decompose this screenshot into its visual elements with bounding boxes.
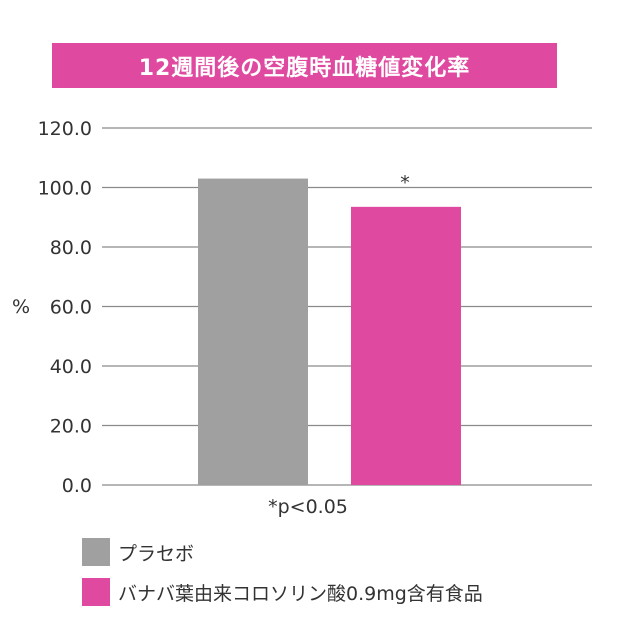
legend-item-placebo: プラセボ bbox=[82, 533, 483, 571]
y-tick-label: 0.0 bbox=[62, 475, 92, 497]
p-value-footnote: *p<0.05 bbox=[268, 496, 348, 518]
significance-marker: * bbox=[400, 172, 410, 194]
legend-swatch-placebo bbox=[82, 538, 110, 566]
y-tick-label: 100.0 bbox=[38, 178, 92, 200]
y-tick-label: 60.0 bbox=[50, 297, 92, 319]
chart-title-banner: 12週間後の空腹時血糖値変化率 bbox=[52, 43, 557, 88]
legend-item-corosolic-acid: バナバ葉由来コロソリン酸0.9mg含有食品 bbox=[82, 573, 483, 611]
chart-title: 12週間後の空腹時血糖値変化率 bbox=[138, 55, 471, 81]
bar-placebo bbox=[198, 178, 308, 485]
bar-corosolic-acid bbox=[351, 206, 461, 485]
grid-lines bbox=[102, 127, 592, 486]
bars bbox=[198, 178, 461, 485]
y-tick-label: 20.0 bbox=[50, 416, 92, 438]
y-tick-label: 120.0 bbox=[38, 118, 92, 140]
y-axis-label: % bbox=[12, 296, 30, 318]
y-tick-label: 80.0 bbox=[50, 237, 92, 259]
legend: プラセボ バナバ葉由来コロソリン酸0.9mg含有食品 bbox=[82, 533, 483, 613]
y-tick-labels: 0.0 20.0 40.0 60.0 80.0 100.0 120.0 bbox=[38, 118, 92, 497]
y-tick-label: 40.0 bbox=[50, 356, 92, 378]
legend-label-corosolic-acid: バナバ葉由来コロソリン酸0.9mg含有食品 bbox=[118, 582, 483, 605]
legend-label-placebo: プラセボ bbox=[118, 542, 195, 565]
legend-swatch-corosolic-acid bbox=[82, 578, 110, 606]
